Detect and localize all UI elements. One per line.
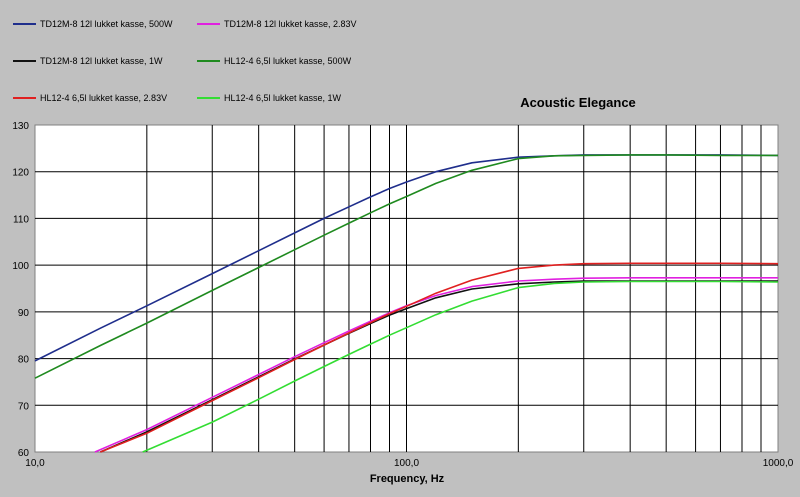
legend-item: HL12-4 6,5l lukket kasse, 1W <box>197 93 342 103</box>
series-layer <box>34 154 779 453</box>
chart-title: Acoustic Elegance <box>520 95 636 110</box>
legend-label: TD12M-8 12l lukket kasse, 1W <box>40 56 163 66</box>
y-tick-label: 90 <box>18 308 30 319</box>
y-tick-label: 60 <box>18 448 30 459</box>
legend-item: TD12M-8 12l lukket kasse, 2.83V <box>197 19 357 29</box>
series-line-4 <box>34 154 778 379</box>
legend-label: TD12M-8 12l lukket kasse, 500W <box>40 19 173 29</box>
series-line-5 <box>100 262 779 453</box>
x-axis-label: Frequency, Hz <box>370 473 445 485</box>
x-tick-layer: 10,0 100,0 1000,0 <box>25 458 793 469</box>
legend-label: TD12M-8 12l lukket kasse, 2.83V <box>224 19 357 29</box>
y-tick-label: 130 <box>12 121 29 132</box>
y-tick-label: 70 <box>18 401 30 412</box>
legend-item: TD12M-8 12l lukket kasse, 1W <box>13 56 163 66</box>
legend-item: HL12-4 6,5l lukket kasse, 2.83V <box>13 93 167 103</box>
grid-layer <box>35 125 778 452</box>
series-line-6 <box>142 280 779 453</box>
legend-label: HL12-4 6,5l lukket kasse, 500W <box>224 56 352 66</box>
y-tick-label: 100 <box>12 261 29 272</box>
y-tick-layer: 60 70 80 90 100 110 120 130 <box>12 121 29 459</box>
legend-label: HL12-4 6,5l lukket kasse, 2.83V <box>40 93 167 103</box>
x-tick-label: 10,0 <box>25 458 45 469</box>
legend: TD12M-8 12l lukket kasse, 500W TD12M-8 12… <box>13 19 357 103</box>
y-tick-label: 80 <box>18 355 30 366</box>
x-tick-label: 1000,0 <box>763 458 794 469</box>
y-tick-label: 110 <box>13 214 29 225</box>
y-tick-label: 120 <box>12 168 29 179</box>
legend-item: HL12-4 6,5l lukket kasse, 500W <box>197 56 352 66</box>
legend-item: TD12M-8 12l lukket kasse, 500W <box>13 19 173 29</box>
legend-label: HL12-4 6,5l lukket kasse, 1W <box>224 93 342 103</box>
x-tick-label: 100,0 <box>394 458 419 469</box>
